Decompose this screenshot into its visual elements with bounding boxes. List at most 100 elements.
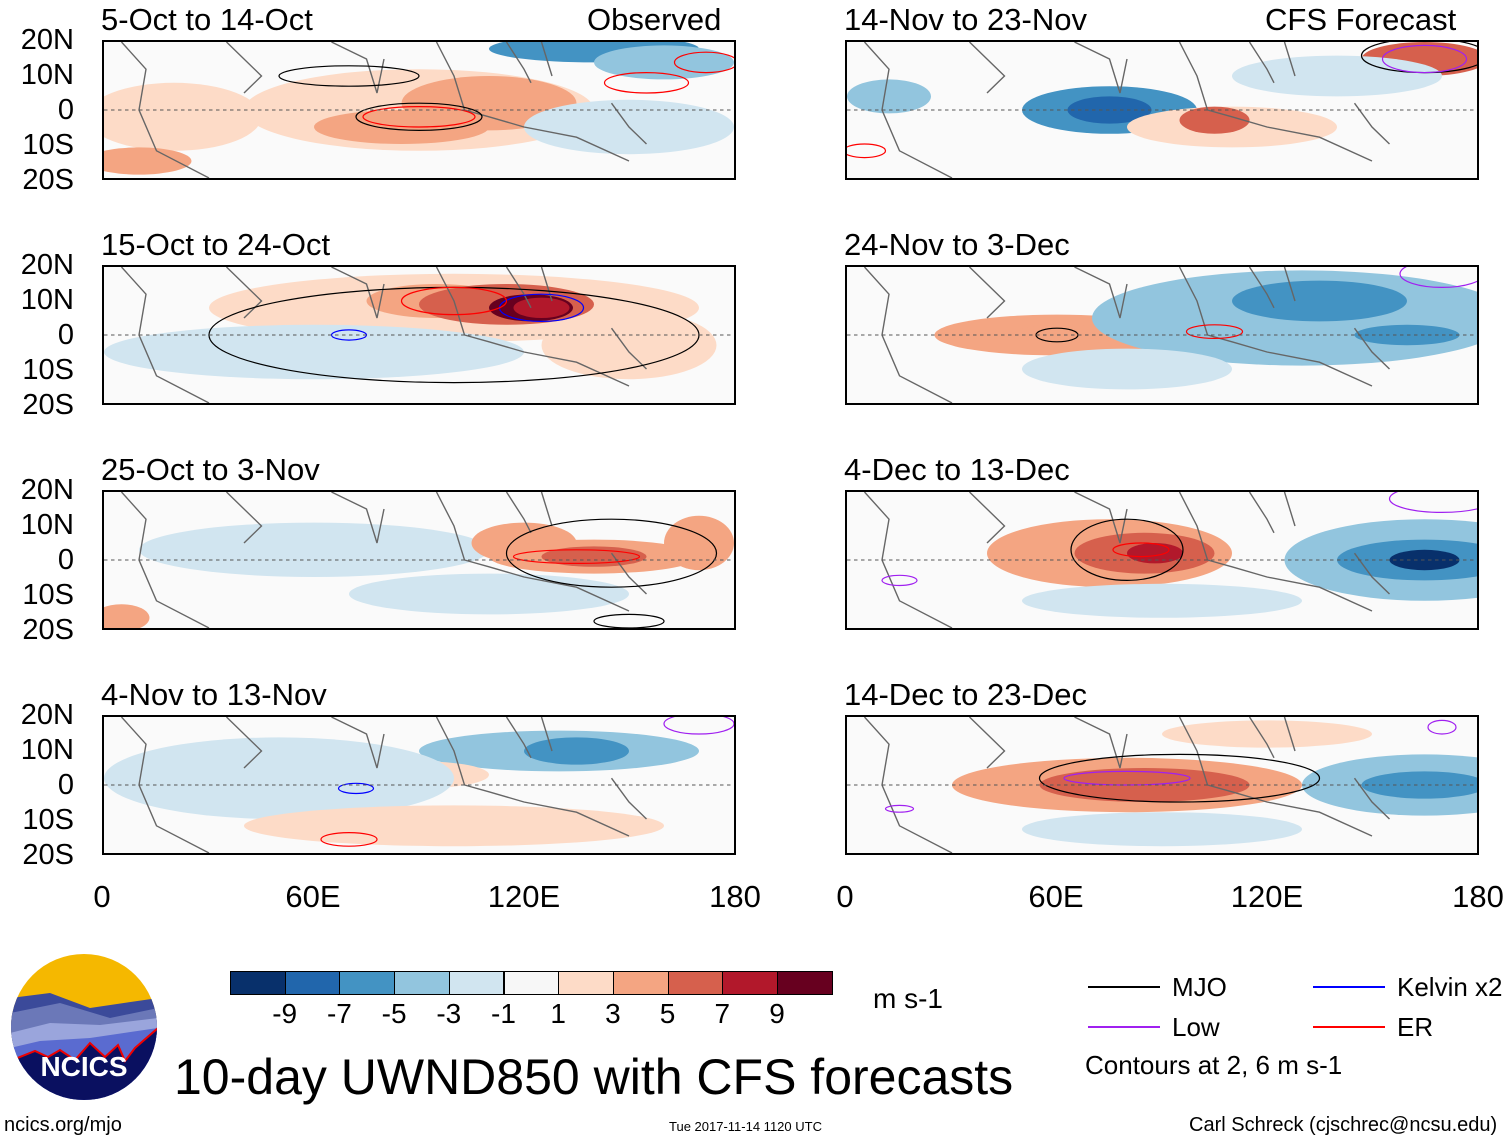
- legend-line: [1313, 986, 1385, 988]
- anomaly-shading: [104, 147, 192, 175]
- lat-label: 10S: [22, 804, 74, 836]
- anomaly-shading: [104, 324, 524, 380]
- map-panel-p5: [845, 40, 1479, 180]
- contour: [337, 782, 375, 795]
- legend-label: Low: [1172, 1012, 1220, 1042]
- colorbar-label: 3: [605, 998, 621, 1029]
- contour: [278, 65, 420, 87]
- legend-label: MJO: [1172, 972, 1227, 1002]
- anomaly-shading: [1127, 543, 1183, 564]
- lat-label: 20S: [22, 164, 74, 196]
- anomaly-shading: [1179, 106, 1250, 134]
- contour: [1381, 44, 1468, 74]
- contour: [1185, 324, 1244, 339]
- anomaly-shading: [524, 737, 629, 765]
- lat-label: 20N: [20, 24, 74, 56]
- observed-label: Observed: [587, 2, 722, 37]
- colorbar-swatch: [448, 971, 505, 995]
- map-panel-p1: [102, 40, 736, 180]
- legend-line: [1313, 1026, 1385, 1028]
- panel-title: 4-Dec to 13-Dec: [844, 452, 1070, 487]
- colorbar-label: -5: [381, 998, 407, 1029]
- contour: [1427, 719, 1457, 735]
- colorbar-label: -3: [436, 998, 462, 1029]
- panel-title: 14-Nov to 23-Nov: [844, 2, 1087, 37]
- lon-label: 60E: [285, 879, 341, 914]
- legend-label: ER: [1397, 1012, 1434, 1042]
- contour: [320, 832, 378, 847]
- anomaly-shading: [1232, 280, 1407, 322]
- anomaly-shading: [594, 45, 734, 80]
- colorbar-swatch: [284, 971, 341, 995]
- anomaly-shading: [847, 79, 931, 114]
- panel-title: 14-Dec to 23-Dec: [844, 677, 1087, 712]
- contour: [1070, 518, 1184, 581]
- legend-label: Kelvin x2: [1397, 972, 1503, 1002]
- lat-label: 10N: [20, 59, 74, 91]
- timestamp: Tue 2017-11-14 1120 UTC: [669, 1119, 822, 1134]
- colorbar-label: -1: [491, 998, 516, 1029]
- map-panel-p3: [102, 490, 736, 630]
- colorbar-label: 7: [714, 998, 731, 1029]
- anomaly-shading: [104, 82, 262, 151]
- contour: [355, 102, 483, 131]
- anomaly-shading: [1022, 812, 1302, 847]
- anomaly-shading: [104, 604, 150, 628]
- lat-label: 10S: [22, 579, 74, 611]
- contour: [593, 613, 665, 628]
- map-panel-p7: [845, 490, 1479, 630]
- lat-label: 10N: [20, 734, 74, 766]
- contour: [847, 143, 887, 159]
- map-panel-p6: [845, 265, 1479, 405]
- lat-label: 0: [57, 769, 74, 801]
- colorbar-swatch: [612, 971, 669, 995]
- contour: [1388, 492, 1477, 513]
- figure-title: 10-day UWND850 with CFS forecasts: [174, 1049, 1014, 1105]
- map-panel-p2: [102, 265, 736, 405]
- anomaly-shading: [1022, 348, 1232, 390]
- colorbar-swatch: [667, 971, 724, 995]
- contour: [1112, 542, 1170, 558]
- contour: [400, 286, 508, 316]
- contour: [1038, 753, 1321, 803]
- lat-label: 10S: [22, 354, 74, 386]
- colorbar-label: 1: [550, 998, 566, 1029]
- map-panel-p8: [845, 715, 1479, 855]
- panel-title: 25-Oct to 3-Nov: [101, 452, 320, 487]
- anomaly-shading: [541, 311, 717, 380]
- colorbar-units: m s-1: [873, 983, 943, 1014]
- colorbar-swatch: [722, 971, 778, 995]
- anomaly-shading: [139, 522, 489, 577]
- anomaly-shading: [349, 573, 629, 615]
- contour: [884, 804, 915, 813]
- anomaly-shading: [1361, 771, 1477, 799]
- legend-line: [1088, 1026, 1160, 1028]
- lon-label: 120E: [487, 879, 561, 914]
- lat-label: 20N: [20, 249, 74, 281]
- panel-title: 5-Oct to 14-Oct: [101, 2, 313, 37]
- lon-label: 0: [93, 879, 111, 914]
- lat-label: 20N: [20, 474, 74, 506]
- colorbar-label: 5: [659, 998, 676, 1029]
- lon-label: 120E: [1230, 879, 1304, 914]
- colorbar-swatch: [339, 971, 396, 995]
- anomaly-shading: [513, 297, 570, 318]
- map-panel-p4: [102, 715, 736, 855]
- panel-title: 15-Oct to 24-Oct: [101, 227, 331, 262]
- anomaly-shading: [244, 805, 664, 847]
- anomaly-shading: [664, 515, 734, 571]
- contour: [1399, 267, 1477, 288]
- lat-label: 20S: [22, 839, 74, 871]
- anomaly-shading: [1232, 55, 1442, 97]
- lon-label: 180: [1452, 879, 1504, 914]
- lon-label: 60E: [1028, 879, 1084, 914]
- colorbar-swatch: [558, 971, 614, 995]
- legend-line: [1088, 986, 1160, 988]
- colorbar-label: -7: [326, 998, 352, 1029]
- contour-note: Contours at 2, 6 m s-1: [1085, 1050, 1343, 1080]
- contour: [603, 72, 690, 94]
- cfs-forecast-label: CFS Forecast: [1265, 2, 1457, 37]
- contour: [881, 574, 918, 587]
- source-url[interactable]: ncics.org/mjo: [4, 1114, 122, 1136]
